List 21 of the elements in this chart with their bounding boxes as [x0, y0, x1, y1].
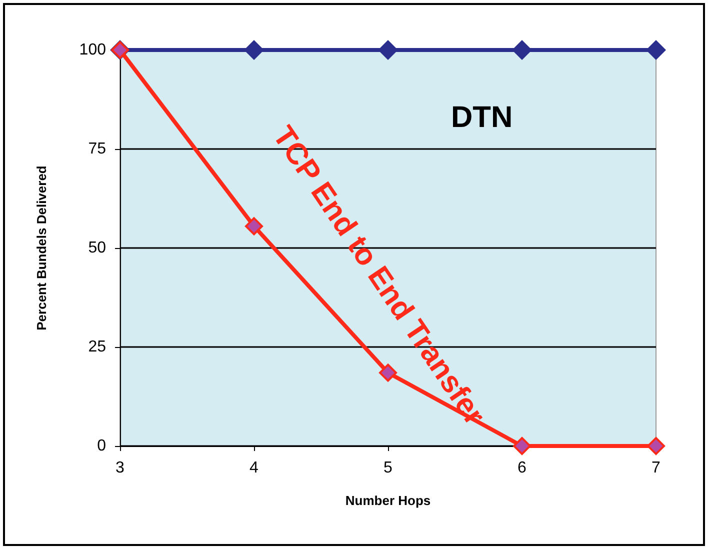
x-tick-label: 5: [384, 460, 393, 476]
y-tick-label: 0: [97, 438, 106, 454]
series-label: DTN: [450, 100, 513, 134]
y-tick-label: 25: [88, 338, 106, 356]
y-tick-label: 75: [88, 140, 106, 158]
point: [646, 40, 666, 60]
y-axis-title: Percent Bundels Delivered: [34, 166, 49, 330]
y-tick-label: 100: [79, 42, 106, 58]
point: [512, 40, 532, 60]
x-tick-label: 4: [250, 460, 259, 476]
x-tick-label: 7: [652, 460, 661, 476]
point: [647, 437, 665, 455]
x-tick-label: 6: [518, 460, 527, 476]
point: [244, 40, 264, 60]
point: [379, 364, 397, 382]
point: [513, 437, 531, 455]
x-axis-title: Number Hops: [345, 493, 431, 508]
point: [245, 217, 263, 236]
x-tick-label: 3: [116, 460, 125, 476]
y-tick-label: 50: [88, 240, 106, 256]
point: [378, 40, 398, 60]
